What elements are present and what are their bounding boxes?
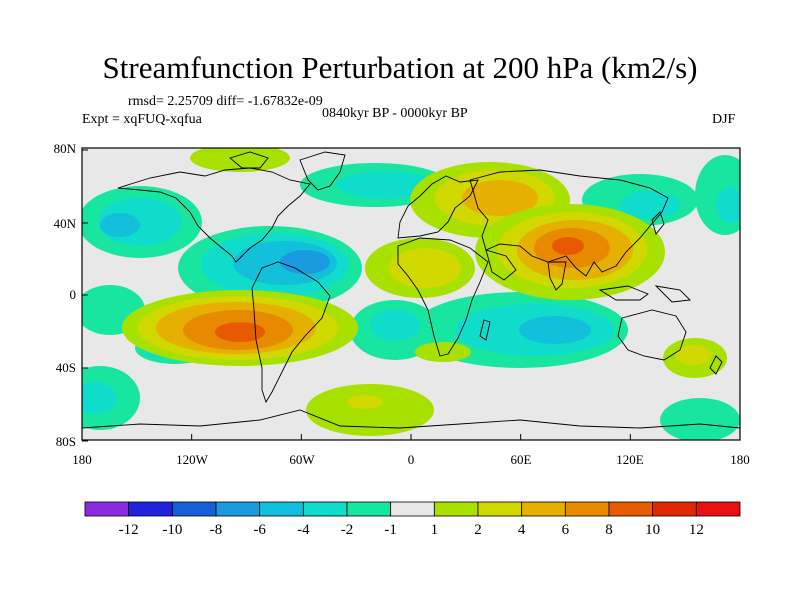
colorbar-swatch [259, 501, 304, 517]
lon-label-180w: 180 [72, 452, 92, 467]
colorbar-swatch [215, 501, 261, 517]
experiment-label: Expt = xqFUQ-xqfua [82, 112, 202, 127]
lon-label-120w: 120W [176, 452, 209, 467]
colorbar-swatch [84, 501, 130, 517]
lat-label-80s: 80S [56, 434, 76, 449]
colorbar-swatch [695, 501, 741, 517]
colorbar-swatch [564, 501, 610, 517]
lon-label-60w: 60W [289, 452, 315, 467]
lon-label-60e: 60E [511, 452, 532, 467]
colorbar-label: -1 [384, 522, 397, 538]
colorbar-label: -4 [297, 522, 310, 538]
colorbar-swatch [608, 501, 654, 517]
colorbar-swatch [521, 501, 566, 517]
colorbar-swatch [433, 501, 479, 517]
colorbar-label: -12 [119, 522, 139, 538]
latitude-axis: 80N 40N 0 40S 80S [54, 141, 77, 449]
rmsd-diff-stats: rmsd= 2.25709 diff= -1.67832e-09 [128, 94, 323, 109]
axis-ticks [81, 149, 741, 442]
colorbar-swatch [652, 501, 697, 517]
colorbar-swatch [346, 501, 392, 517]
season-label: DJF [712, 112, 736, 127]
colorbar-label: 10 [645, 522, 660, 538]
colorbar-label: -2 [341, 522, 354, 538]
chart-title: Streamfunction Perturbation at 200 hPa (… [102, 50, 698, 85]
colorbar-label: 6 [562, 522, 570, 538]
period-label: 0840kyr BP - 0000kyr BP [322, 106, 468, 121]
lon-label-180e: 180 [730, 452, 750, 467]
positive-anomalies [122, 148, 727, 436]
lon-label-0: 0 [408, 452, 415, 467]
colorbar-labels: -12 -10 -8 -6 -4 -2 -1 1 2 4 6 8 10 12 [119, 522, 704, 538]
coastlines [82, 151, 740, 429]
colorbar-label: -6 [253, 522, 266, 538]
negative-anomalies [82, 155, 740, 440]
lat-label-0: 0 [70, 287, 77, 302]
colorbar-label: 8 [605, 522, 613, 538]
colorbar-label: -10 [162, 522, 182, 538]
colorbar-swatch [390, 501, 435, 517]
colorbar-label: 4 [518, 522, 526, 538]
colorbar-label: 2 [474, 522, 482, 538]
map-field [82, 148, 740, 440]
colorbar-swatch [128, 501, 173, 517]
lat-label-40s: 40S [56, 360, 76, 375]
colorbar-swatch [302, 501, 348, 517]
lon-label-120e: 120E [616, 452, 644, 467]
colorbar-swatch [477, 501, 523, 517]
longitude-axis: 180 120W 60W 0 60E 120E 180 [72, 452, 750, 467]
colorbar-label: 12 [689, 522, 704, 538]
colorbar-label: 1 [431, 522, 439, 538]
lat-label-80n: 80N [54, 141, 77, 156]
colorbar-swatch [171, 501, 217, 517]
colorbar-label: -8 [210, 522, 223, 538]
colorbar [84, 501, 741, 517]
lat-label-40n: 40N [54, 216, 77, 231]
